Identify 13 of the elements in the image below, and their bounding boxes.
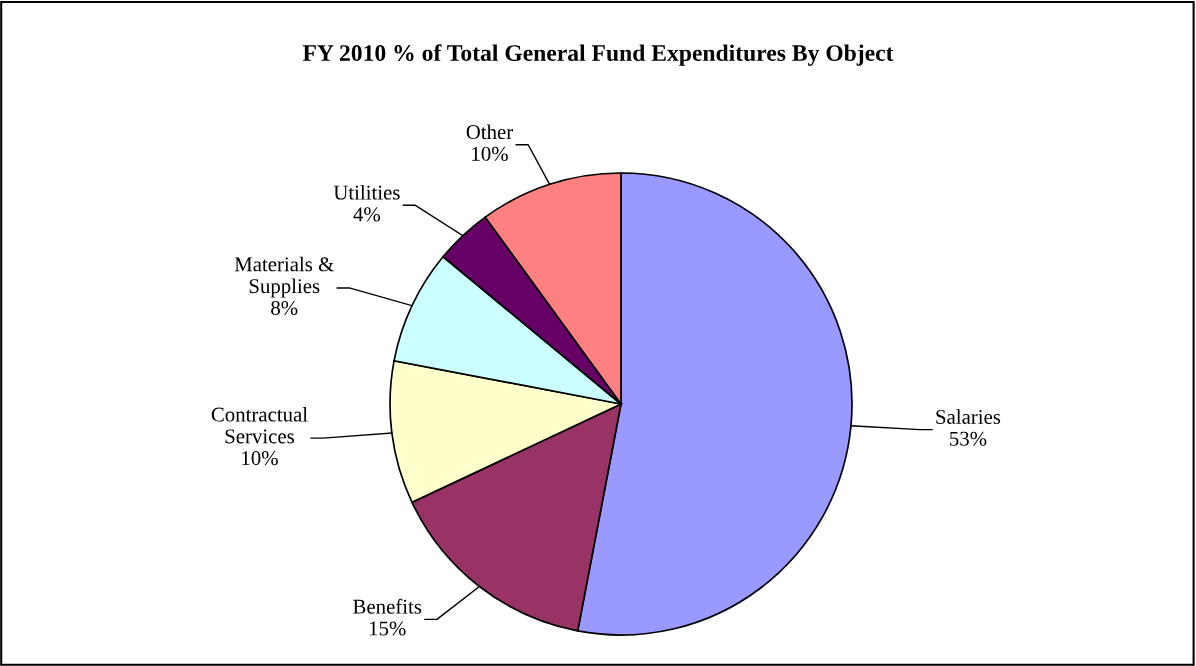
data-label: 10% <box>242 451 278 466</box>
data-label: 8% <box>271 300 298 316</box>
data-label: 10% <box>472 146 508 161</box>
slice-label: Materials & Supplies <box>234 256 334 298</box>
data-label: 4% <box>353 207 381 222</box>
slice-label: Salaries <box>936 409 1001 424</box>
data-label: 15% <box>369 621 406 636</box>
slice-label: Other <box>466 124 514 140</box>
chart-title: FY 2010 % of Total General Fund Expenditures By Object <box>302 44 894 66</box>
slice-label: Benefits <box>353 598 422 614</box>
slice-label: Contractual Services <box>211 406 308 444</box>
data-label: 53% <box>950 431 987 446</box>
slice-label: Utilities <box>333 184 400 200</box>
